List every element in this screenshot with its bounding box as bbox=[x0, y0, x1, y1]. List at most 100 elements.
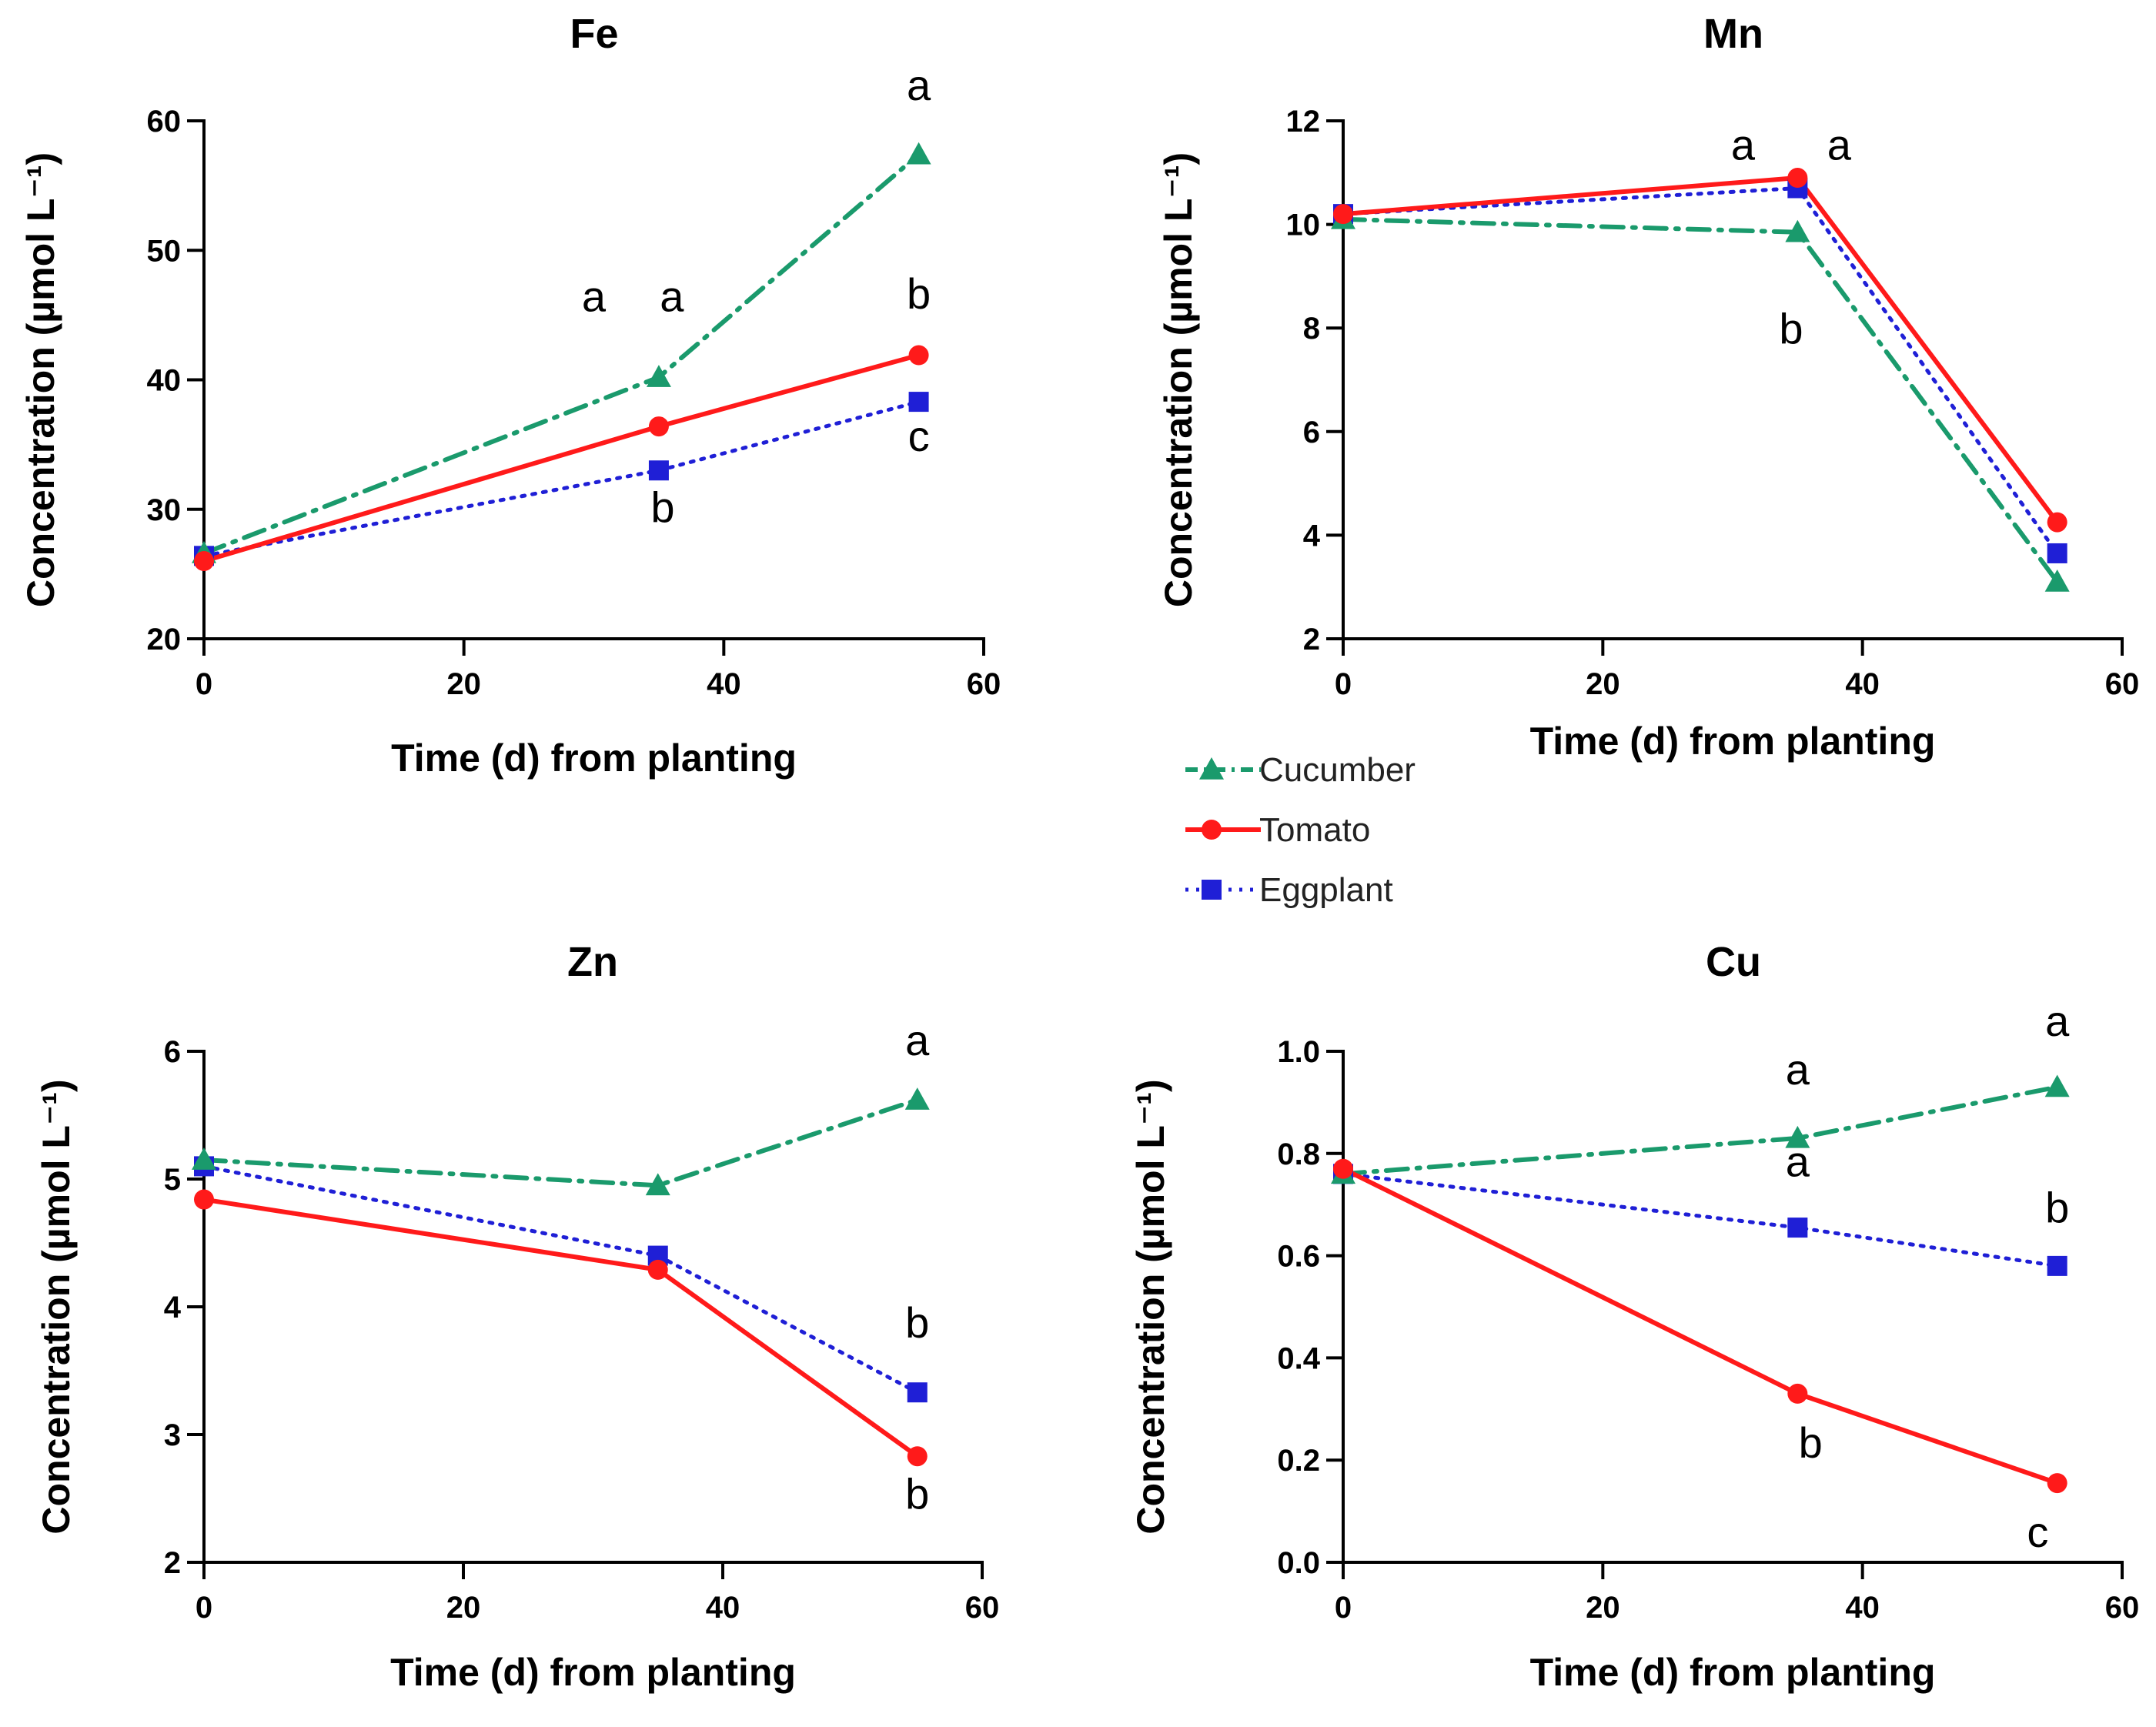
chart-cu: Cu 0.0 0.2 0.4 0.6 0.8 1.0 0 20 40 60 Time (d) from… bbox=[1129, 939, 2139, 1694]
data-point-tomato bbox=[1787, 168, 1808, 189]
significance-letter: b bbox=[907, 269, 931, 318]
series-line-cucumber bbox=[202, 152, 921, 556]
significance-letter: a bbox=[660, 272, 684, 320]
y-tick-label: 4 bbox=[1303, 519, 1321, 553]
data-point-tomato bbox=[194, 551, 214, 572]
x-tick-label: 40 bbox=[1845, 1591, 1880, 1625]
y-tick-label: 5 bbox=[164, 1163, 181, 1197]
series-line-tomato bbox=[202, 1197, 920, 1459]
series-line-eggplant bbox=[1341, 185, 2060, 556]
chart-title: Mn bbox=[1703, 11, 1763, 57]
data-point-cucumber bbox=[1785, 219, 1810, 242]
significance-letter: c bbox=[2027, 1508, 2048, 1556]
data-point-tomato bbox=[1333, 1158, 1353, 1179]
x-tick-label: 0 bbox=[196, 1591, 212, 1625]
y-tick-label: 3 bbox=[164, 1418, 181, 1452]
x-tick-label: 60 bbox=[967, 667, 1001, 701]
y-tick-label: 0.6 bbox=[1277, 1240, 1320, 1274]
y-axis-label: Concentration (µmol L⁻¹) bbox=[1129, 1079, 1172, 1534]
data-point-tomato bbox=[1787, 1383, 1808, 1404]
y-tick-label: 1.0 bbox=[1277, 1035, 1320, 1069]
data-point-eggplant bbox=[2047, 1255, 2067, 1276]
data-point-cucumber bbox=[904, 1087, 930, 1110]
data-point-eggplant bbox=[1787, 1218, 1808, 1238]
significance-letter: a bbox=[2045, 997, 2070, 1045]
significance-letter: b bbox=[650, 483, 674, 532]
y-tick-label: 40 bbox=[147, 364, 182, 398]
significance-letter: a bbox=[1731, 120, 1756, 169]
significance-letter: b bbox=[905, 1298, 929, 1347]
legend-item-tomato: Tomato bbox=[1185, 811, 1370, 849]
y-tick-label: 20 bbox=[147, 623, 182, 656]
x-tick-label: 60 bbox=[965, 1591, 1000, 1625]
y-tick-label: 6 bbox=[1303, 416, 1320, 449]
y-tick-label: 30 bbox=[147, 493, 182, 527]
data-point-cucumber bbox=[906, 142, 931, 165]
series-line-cucumber bbox=[1341, 216, 2060, 584]
significance-letter: a bbox=[905, 1016, 930, 1064]
data-point-tomato bbox=[1333, 204, 1353, 225]
significance-letter: a bbox=[1786, 1137, 1810, 1186]
y-tick-label: 4 bbox=[164, 1291, 182, 1324]
legend: Cucumber Tomato Eggplant bbox=[1185, 751, 1416, 909]
data-point-tomato bbox=[648, 416, 669, 437]
data-point-tomato bbox=[647, 1259, 668, 1280]
y-tick-label: 0.0 bbox=[1277, 1546, 1320, 1580]
x-tick-label: 20 bbox=[1586, 667, 1620, 701]
legend-label: Eggplant bbox=[1259, 871, 1393, 909]
data-point-eggplant bbox=[648, 460, 669, 481]
series-line-eggplant bbox=[202, 399, 921, 558]
y-tick-label: 50 bbox=[147, 234, 182, 268]
y-tick-label: 10 bbox=[1286, 209, 1321, 242]
significance-letter: a bbox=[1827, 120, 1852, 169]
y-tick-label: 8 bbox=[1303, 312, 1320, 346]
legend-label: Tomato bbox=[1259, 811, 1370, 849]
x-tick-label: 60 bbox=[2105, 1591, 2140, 1625]
x-axis-label: Time (d) from planting bbox=[390, 1651, 796, 1694]
significance-letter: a bbox=[1786, 1045, 1810, 1094]
legend-swatch-marker bbox=[1199, 757, 1224, 780]
legend-item-eggplant: Eggplant bbox=[1185, 871, 1393, 909]
y-tick-label: 0.8 bbox=[1277, 1137, 1320, 1171]
x-tick-label: 20 bbox=[446, 1591, 481, 1625]
data-point-cucumber bbox=[1785, 1125, 1810, 1148]
x-tick-label: 0 bbox=[1335, 1591, 1352, 1625]
data-point-cucumber bbox=[2044, 1074, 2070, 1097]
data-point-cucumber bbox=[645, 1173, 670, 1196]
legend-swatch-marker bbox=[1202, 820, 1222, 840]
data-point-tomato bbox=[194, 1189, 214, 1210]
data-point-tomato bbox=[907, 1446, 928, 1467]
x-tick-label: 0 bbox=[1335, 667, 1352, 701]
significance-letter: b bbox=[1779, 304, 1803, 352]
x-tick-label: 20 bbox=[1586, 1591, 1620, 1625]
series-line-cucumber bbox=[202, 1097, 920, 1188]
chart-mn: Mn 2 4 6 8 10 12 0 20 40 60 Time (d) from planting C… bbox=[1157, 11, 2139, 763]
legend-swatch-marker bbox=[1202, 880, 1222, 900]
chart-fe: Fe 20 30 40 50 60 0 20 40 60 Time (d) from plantin… bbox=[19, 11, 1001, 780]
x-axis-label: Time (d) from planting bbox=[1530, 720, 1936, 763]
y-tick-label: 60 bbox=[147, 105, 182, 139]
x-tick-label: 60 bbox=[2105, 667, 2140, 701]
x-tick-label: 0 bbox=[196, 667, 212, 701]
x-tick-label: 40 bbox=[1845, 667, 1880, 701]
data-point-cucumber bbox=[646, 365, 671, 387]
chart-title: Fe bbox=[570, 11, 618, 57]
x-tick-label: 40 bbox=[706, 1591, 740, 1625]
significance-letter: b bbox=[1799, 1418, 1823, 1467]
x-axis-label: Time (d) from planting bbox=[1530, 1651, 1936, 1694]
y-tick-label: 12 bbox=[1286, 105, 1321, 139]
y-tick-label: 0.4 bbox=[1277, 1341, 1320, 1375]
data-point-cucumber bbox=[2044, 569, 2070, 592]
chart-title: Cu bbox=[1706, 939, 1761, 985]
significance-letter: a bbox=[907, 61, 931, 109]
data-point-tomato bbox=[908, 345, 929, 366]
chart-title: Zn bbox=[567, 939, 618, 985]
x-tick-label: 20 bbox=[446, 667, 481, 701]
legend-item-cucumber: Cucumber bbox=[1185, 751, 1416, 789]
significance-letter: b bbox=[2045, 1183, 2069, 1231]
y-tick-label: 0.2 bbox=[1277, 1444, 1320, 1478]
data-point-tomato bbox=[2047, 1473, 2067, 1494]
data-point-tomato bbox=[2047, 512, 2067, 533]
